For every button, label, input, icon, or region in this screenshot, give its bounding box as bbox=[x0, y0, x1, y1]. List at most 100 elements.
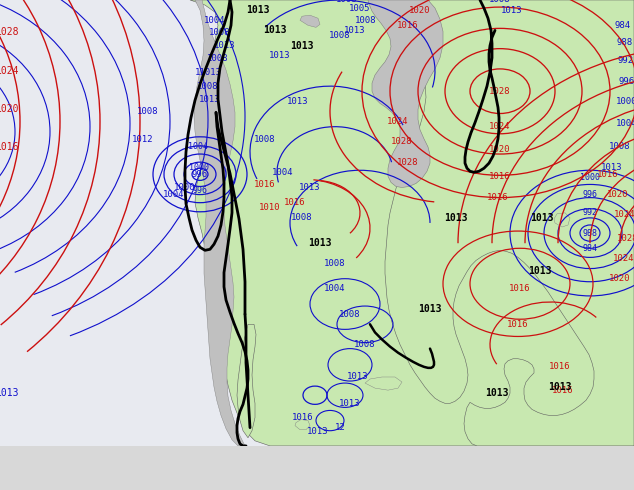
Text: 1013: 1013 bbox=[485, 388, 508, 398]
Text: 1024: 1024 bbox=[614, 210, 634, 220]
Text: 1013: 1013 bbox=[0, 388, 20, 398]
Text: 1012: 1012 bbox=[133, 135, 154, 145]
Text: 1008: 1008 bbox=[339, 310, 361, 318]
Text: 11013: 11013 bbox=[195, 69, 221, 77]
Text: 1013: 1013 bbox=[347, 372, 369, 382]
Text: © weatheronline.co.uk: © weatheronline.co.uk bbox=[479, 473, 629, 487]
Text: 1013: 1013 bbox=[299, 183, 321, 192]
Text: 996: 996 bbox=[583, 190, 597, 199]
Text: 1020: 1020 bbox=[607, 190, 629, 199]
Text: 1004: 1004 bbox=[324, 284, 346, 294]
Text: 1024: 1024 bbox=[0, 66, 20, 76]
Text: 1020: 1020 bbox=[410, 5, 430, 15]
Text: 1020: 1020 bbox=[0, 104, 20, 115]
Text: 1013: 1013 bbox=[307, 427, 329, 436]
Text: 1013: 1013 bbox=[344, 26, 366, 35]
Text: 1016: 1016 bbox=[509, 284, 531, 294]
Text: 1013: 1013 bbox=[528, 266, 552, 275]
Text: 1000: 1000 bbox=[174, 183, 196, 192]
Text: 1013: 1013 bbox=[339, 399, 361, 408]
Text: 1008: 1008 bbox=[354, 340, 376, 349]
Text: 1028: 1028 bbox=[0, 27, 20, 37]
Polygon shape bbox=[368, 0, 443, 188]
Text: 1016: 1016 bbox=[398, 21, 418, 30]
Polygon shape bbox=[300, 15, 320, 27]
Text: 1008: 1008 bbox=[197, 82, 219, 91]
Polygon shape bbox=[365, 377, 402, 390]
Text: 992: 992 bbox=[618, 56, 634, 65]
Text: 1016: 1016 bbox=[597, 170, 619, 179]
Text: 1016: 1016 bbox=[284, 198, 306, 207]
Polygon shape bbox=[380, 0, 634, 446]
Text: 1013: 1013 bbox=[290, 41, 314, 50]
Text: 1016: 1016 bbox=[292, 413, 314, 422]
Text: 1020: 1020 bbox=[609, 274, 631, 283]
Text: 1000: 1000 bbox=[189, 163, 209, 172]
Text: 1008: 1008 bbox=[254, 135, 276, 145]
Text: 1000: 1000 bbox=[616, 97, 634, 106]
Text: 1028: 1028 bbox=[391, 137, 413, 147]
Text: 1013: 1013 bbox=[444, 213, 468, 223]
Text: 1013: 1013 bbox=[246, 5, 269, 15]
Text: 1008: 1008 bbox=[137, 107, 158, 116]
Text: 1028: 1028 bbox=[618, 234, 634, 243]
Text: 1013: 1013 bbox=[418, 304, 442, 314]
Text: 1004: 1004 bbox=[616, 119, 634, 128]
Text: 1013: 1013 bbox=[263, 25, 287, 35]
Text: 1008: 1008 bbox=[489, 0, 511, 4]
Text: 1004: 1004 bbox=[204, 16, 226, 25]
Polygon shape bbox=[194, 0, 245, 446]
Text: 1016: 1016 bbox=[254, 180, 276, 189]
Text: 1020: 1020 bbox=[489, 146, 511, 154]
Text: 988: 988 bbox=[583, 228, 597, 238]
Text: 1016: 1016 bbox=[549, 362, 571, 371]
Polygon shape bbox=[295, 419, 310, 430]
Text: 988: 988 bbox=[617, 38, 633, 47]
Text: 1016: 1016 bbox=[507, 320, 529, 329]
Text: 1013: 1013 bbox=[548, 382, 572, 392]
Text: 1013: 1013 bbox=[287, 97, 309, 106]
Text: 1005: 1005 bbox=[349, 3, 371, 13]
Text: 1000: 1000 bbox=[580, 173, 600, 182]
Text: 1008: 1008 bbox=[324, 259, 346, 268]
Text: 1016: 1016 bbox=[0, 142, 20, 152]
Text: 1008: 1008 bbox=[329, 31, 351, 40]
Text: 1016: 1016 bbox=[552, 386, 574, 394]
Text: 1028: 1028 bbox=[489, 87, 511, 96]
Text: 1008: 1008 bbox=[207, 54, 229, 63]
Text: 1013: 1013 bbox=[530, 213, 553, 223]
Text: 1008: 1008 bbox=[291, 213, 313, 222]
Text: 1013: 1013 bbox=[269, 51, 291, 60]
Text: Surface pressure [hPa] EC (AIFS): Surface pressure [hPa] EC (AIFS) bbox=[5, 455, 233, 468]
Text: 1004: 1004 bbox=[272, 168, 294, 177]
Text: 1016: 1016 bbox=[489, 172, 511, 181]
Text: 1024: 1024 bbox=[387, 117, 409, 126]
Text: 996: 996 bbox=[619, 76, 634, 86]
Text: 1008: 1008 bbox=[355, 16, 377, 25]
Text: 1013: 1013 bbox=[199, 95, 221, 104]
Text: 1013: 1013 bbox=[214, 41, 236, 50]
Text: 1010: 1010 bbox=[259, 203, 281, 212]
Text: Th 03-10-2024 06:00 UTC (06+312): Th 03-10-2024 06:00 UTC (06+312) bbox=[401, 455, 629, 468]
Text: 1008: 1008 bbox=[209, 28, 231, 37]
Text: 992: 992 bbox=[583, 208, 597, 218]
Text: 1013: 1013 bbox=[308, 238, 332, 248]
Text: 1024: 1024 bbox=[489, 122, 511, 131]
Text: 1013: 1013 bbox=[501, 5, 523, 15]
Text: 12: 12 bbox=[335, 423, 346, 432]
Text: 1016: 1016 bbox=[488, 193, 508, 202]
Polygon shape bbox=[237, 324, 256, 438]
Text: 1013: 1013 bbox=[601, 163, 623, 172]
Text: 1008: 1008 bbox=[336, 0, 358, 4]
Text: 1024: 1024 bbox=[613, 254, 634, 263]
Polygon shape bbox=[554, 213, 570, 227]
Text: 1004: 1004 bbox=[163, 190, 184, 199]
Text: 996: 996 bbox=[193, 186, 207, 195]
Polygon shape bbox=[190, 0, 634, 446]
Text: 1028: 1028 bbox=[398, 158, 418, 167]
Text: 1008: 1008 bbox=[609, 143, 631, 151]
Text: 984: 984 bbox=[583, 244, 597, 253]
Text: 1004: 1004 bbox=[188, 143, 208, 151]
Text: 996: 996 bbox=[192, 170, 208, 179]
Text: 984: 984 bbox=[615, 21, 631, 30]
